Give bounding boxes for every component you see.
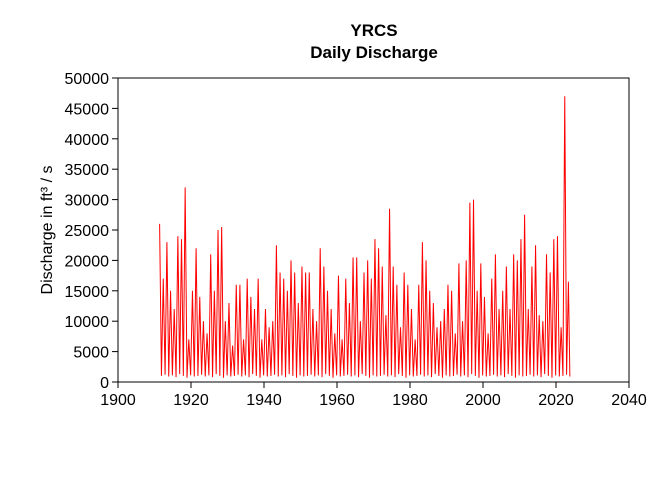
x-tick-label: 1980 xyxy=(392,392,428,409)
y-tick-label: 10000 xyxy=(65,314,110,331)
data-line xyxy=(159,96,571,378)
x-tick-label: 1900 xyxy=(100,392,136,409)
y-tick-label: 40000 xyxy=(65,132,110,149)
y-tick-label: 35000 xyxy=(65,162,110,179)
chart-title: YRCS xyxy=(350,21,397,40)
y-tick-label: 45000 xyxy=(65,101,110,118)
x-tick-label: 2000 xyxy=(465,392,501,409)
x-tick-label: 1940 xyxy=(246,392,282,409)
x-tick-label: 2040 xyxy=(611,392,647,409)
y-tick-label: 5000 xyxy=(73,345,109,362)
x-tick-label: 2020 xyxy=(538,392,574,409)
y-tick-label: 25000 xyxy=(65,223,110,240)
y-tick-label: 50000 xyxy=(65,71,110,88)
y-tick-label: 0 xyxy=(100,375,109,392)
chart-subtitle: Daily Discharge xyxy=(310,43,438,62)
y-tick-label: 30000 xyxy=(65,193,110,210)
x-tick-label: 1920 xyxy=(173,392,209,409)
y-tick-label: 20000 xyxy=(65,253,110,270)
y-tick-label: 15000 xyxy=(65,284,110,301)
x-tick-label: 1960 xyxy=(319,392,355,409)
y-axis-label: Discharge in ft³ / s xyxy=(39,166,56,295)
